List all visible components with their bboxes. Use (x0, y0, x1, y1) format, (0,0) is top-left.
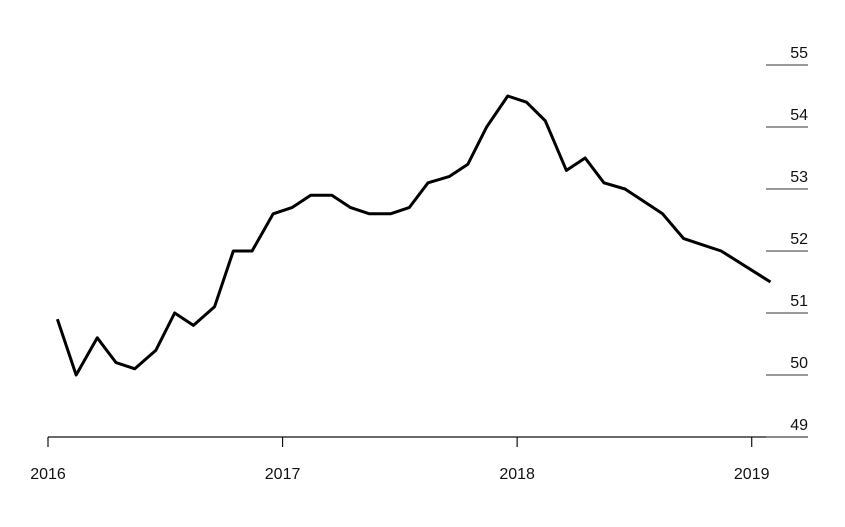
y-tick-label: 53 (790, 169, 808, 186)
y-tick-label: 54 (790, 107, 808, 124)
y-tick-label: 52 (790, 231, 808, 248)
x-tick-label: 2017 (265, 466, 301, 483)
data-line (55, 94, 772, 377)
y-tick-label: 49 (790, 417, 808, 434)
x-tick-label: 2016 (30, 466, 66, 483)
y-tick-label: 50 (790, 355, 808, 372)
y-tick-label: 55 (790, 45, 808, 62)
x-tick-label: 2018 (499, 466, 535, 483)
x-tick-label: 2019 (734, 466, 770, 483)
y-tick-label: 51 (790, 293, 808, 310)
